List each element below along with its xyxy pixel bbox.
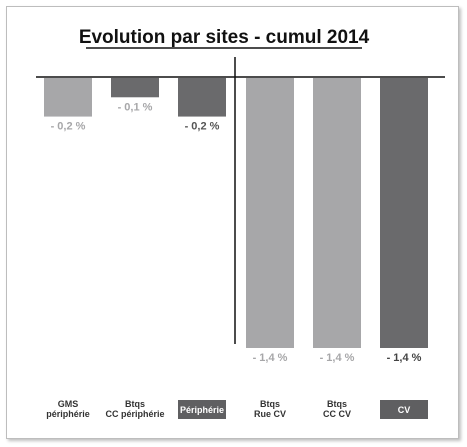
category-label-4-line-2: Rue CV [254,409,286,419]
value-label-1: - 0,2 % [51,121,86,133]
category-label-2-line-1: Btqs [125,399,145,409]
value-label-4: - 1,4 % [253,352,288,364]
value-label-2: - 0,1 % [118,101,153,113]
category-label-1-line-1: GMS [58,399,79,409]
category-highlight-6 [380,400,428,419]
bar-4 [246,78,294,348]
category-label-4-line-1: Btqs [260,399,280,409]
category-label-6-line-1: CV [398,405,411,415]
value-label-6: - 1,4 % [387,352,422,364]
bar-5 [313,78,361,348]
chart-title: Evolution par sites - cumul 2014 [79,27,370,48]
bar-2 [111,78,159,98]
category-highlight-3 [178,400,226,419]
category-label-3-line-1: Périphérie [180,405,224,415]
value-label-5: - 1,4 % [320,352,355,364]
bar-6 [380,78,428,348]
category-label-1-line-2: périphérie [46,409,90,419]
category-label-2-line-2: CC périphérie [105,409,164,419]
bar-1 [44,78,92,117]
category-label-5-line-1: Btqs [327,399,347,409]
category-label-5-line-2: CC CV [323,409,351,419]
bar-3 [178,78,226,117]
value-label-3: - 0,2 % [185,121,220,133]
